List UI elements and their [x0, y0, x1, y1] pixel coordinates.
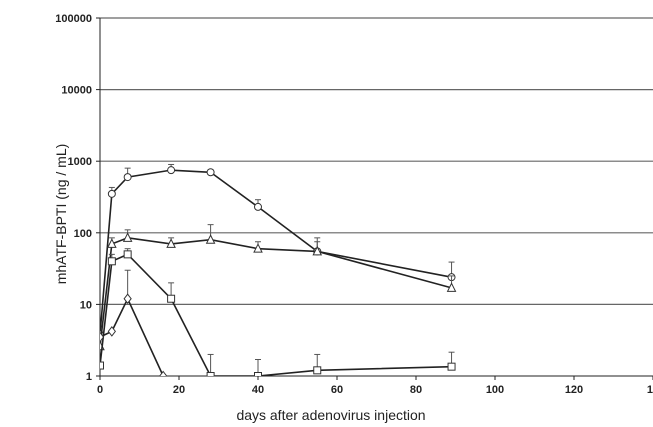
- data-point-circle: [107, 189, 116, 198]
- series-line-circle: [100, 169, 452, 335]
- series-line-triangle: [100, 237, 452, 347]
- series-group: [100, 163, 457, 376]
- data-point-circle: [206, 168, 215, 177]
- data-point-diamond: [107, 326, 116, 337]
- gridlines: [96, 17, 653, 377]
- data-point-triangle: [107, 238, 117, 248]
- data-point-triangle: [205, 234, 216, 244]
- x-tick-label: 100: [486, 384, 504, 396]
- data-point-square: [123, 250, 132, 259]
- data-point-square: [254, 372, 262, 376]
- series-line-diamond: [100, 296, 164, 376]
- data-point-triangle: [312, 245, 323, 256]
- x-tick-labels: 0 20 40 60 80 100 120 14: [97, 376, 653, 396]
- x-tick-label: 80: [410, 384, 422, 396]
- series-square: [100, 248, 456, 376]
- x-tick-label: 40: [252, 384, 264, 396]
- data-point-triangle: [122, 232, 133, 242]
- x-tick-label: 120: [565, 384, 583, 396]
- data-point-square: [206, 372, 215, 376]
- y-tick-label: 1000: [68, 156, 92, 168]
- series-triangle: [100, 224, 457, 351]
- data-point-circle: [123, 173, 132, 182]
- data-point-square: [313, 366, 322, 375]
- x-tick-label: 60: [331, 384, 343, 396]
- y-axis-title: mhATF-BPTI (ng / mL): [53, 144, 69, 285]
- x-axis-title: days after adenovirus injection: [236, 407, 425, 423]
- data-point-circle: [254, 202, 262, 211]
- data-point-triangle: [166, 238, 176, 248]
- axes: [99, 18, 653, 377]
- data-point-square: [167, 294, 176, 303]
- y-tick-labels: 1 10 100 1000 10000 100000: [55, 13, 92, 383]
- data-point-diamond: [100, 331, 105, 343]
- data-point-square: [107, 257, 116, 266]
- data-point-diamond: [159, 370, 168, 376]
- data-point-square: [100, 361, 104, 370]
- y-tick-label: 100000: [55, 13, 92, 25]
- data-point-diamond: [123, 293, 132, 305]
- data-point-circle: [167, 166, 176, 175]
- y-tick-label: 10000: [61, 85, 92, 97]
- series-diamond: [100, 269, 168, 376]
- data-point-triangle: [446, 282, 457, 292]
- y-tick-label: 1: [86, 371, 92, 383]
- y-tick-label: 10: [80, 299, 92, 311]
- series-line-square: [100, 253, 452, 376]
- x-tick-label: 20: [173, 384, 185, 396]
- series-circle: [100, 163, 456, 339]
- x-tick-label: 14: [647, 384, 653, 396]
- y-tick-label: 100: [74, 228, 92, 240]
- data-point-triangle: [253, 243, 263, 253]
- x-tick-label: 0: [97, 384, 103, 396]
- data-point-square: [447, 362, 456, 371]
